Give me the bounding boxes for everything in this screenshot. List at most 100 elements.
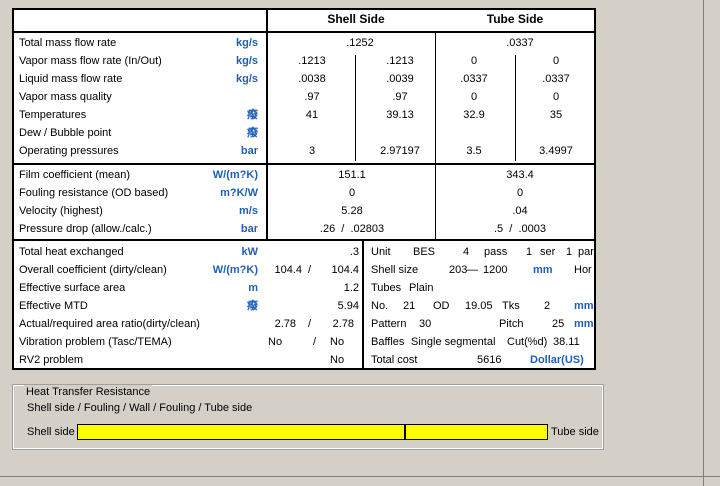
- total-heat-value: .3: [349, 246, 359, 258]
- total-heat-unit: kW: [241, 246, 259, 258]
- shell-side-header: Shell Side: [327, 12, 385, 26]
- surface-area-value: 1.2: [343, 282, 359, 294]
- shell-value: 5.28: [341, 205, 363, 217]
- row-unit: 癈: [247, 109, 258, 121]
- tube-inout-divider: [515, 55, 516, 161]
- window-edge: [703, 0, 704, 486]
- rv2-value: No: [330, 354, 345, 366]
- label-column-divider: [266, 10, 268, 239]
- row-label: Film coefficient (mean): [19, 169, 131, 181]
- tube-outlet-value: 0: [552, 91, 560, 103]
- unit-type: BES: [413, 246, 436, 258]
- row-unit: kg/s: [235, 55, 258, 67]
- shell-outlet-value: .1213: [386, 55, 414, 67]
- results-table: [12, 8, 596, 370]
- overall-coefficient-dirty: 104.4: [274, 264, 302, 276]
- mtd-value: 5.94: [337, 300, 359, 312]
- shell-diameter: 203: [449, 264, 468, 276]
- pattern-value: 30: [419, 318, 432, 330]
- pitch-value: 25: [552, 318, 565, 330]
- overall-coefficient-label: Overall coefficient (dirty/clean): [19, 264, 167, 276]
- tube-value: .0337: [506, 37, 534, 49]
- row-label: Pressure drop (allow./calc.): [19, 223, 152, 235]
- area-ratio-clean: 2.78: [332, 318, 354, 330]
- shell-value: 151.1: [338, 169, 366, 181]
- unit-label: Unit: [371, 246, 391, 258]
- tubes-label: Tubes: [371, 282, 402, 294]
- row-label: Dew / Bubble point: [19, 127, 112, 139]
- area-ratio-label: Actual/required area ratio(dirty/clean): [19, 318, 200, 330]
- header-divider: [12, 31, 596, 33]
- tube-inlet-value: 0: [470, 91, 478, 103]
- shell-size-dash: —: [467, 264, 478, 276]
- shell-outlet-value: .0039: [386, 73, 414, 85]
- row-unit: m?K/W: [220, 187, 258, 199]
- tube-outlet-value: .0337: [542, 73, 570, 85]
- row-unit: 癈: [247, 127, 258, 139]
- pattern-label: Pattern: [371, 318, 407, 330]
- row-label: Operating pressures: [19, 145, 119, 157]
- tube-number: 21: [403, 300, 416, 312]
- pitch-label: Pitch: [499, 318, 524, 330]
- row-label: Total mass flow rate: [19, 37, 117, 49]
- tubes-type: Plain: [409, 282, 434, 294]
- resistance-subtitle: Shell side / Fouling / Wall / Fouling / …: [27, 402, 253, 414]
- vibration-label: Vibration problem (Tasc/TEMA): [19, 336, 172, 348]
- shell-side-label: Shell side: [27, 426, 75, 438]
- area-ratio-dirty: 2.78: [274, 318, 296, 330]
- section3-divider: [362, 241, 364, 368]
- shell-length: 1200: [483, 264, 508, 276]
- par-count: 1: [566, 246, 573, 258]
- tube-value: 343.4: [506, 169, 534, 181]
- tube-value: 0: [516, 187, 524, 199]
- row-unit: bar: [240, 145, 258, 157]
- window-bottom-edge: [0, 476, 720, 477]
- vibration-separator: /: [313, 336, 317, 348]
- tube-inlet-value: .0337: [460, 73, 488, 85]
- tube-inlet-value: 32.9: [463, 109, 485, 121]
- shell-size-unit: mm: [533, 264, 553, 276]
- shell-outlet-value: 39.13: [386, 109, 414, 121]
- tube-outlet-value: 0: [552, 55, 560, 67]
- overall-coefficient-unit: W/(m?K): [212, 264, 258, 276]
- shell-inlet-value: .97: [304, 91, 320, 103]
- shell-tube-divider: [435, 33, 436, 239]
- section2-divider: [12, 239, 596, 241]
- row-label: Velocity (highest): [19, 205, 103, 217]
- rv2-label: RV2 problem: [19, 354, 83, 366]
- shell-inlet-value: .1213: [298, 55, 326, 67]
- heat-transfer-resistance-group: [12, 384, 604, 450]
- tube-side-header: Tube Side: [486, 12, 544, 26]
- tube-outlet-value: 3.4997: [539, 145, 573, 157]
- pitch-unit: mm: [574, 318, 594, 330]
- pass-label: pass: [484, 246, 508, 258]
- total-cost-label: Total cost: [371, 354, 418, 366]
- tube-side-resistance-bar: [404, 424, 548, 440]
- row-unit: kg/s: [235, 73, 258, 85]
- od-label: OD: [433, 300, 450, 312]
- shell-value: 0: [348, 187, 356, 199]
- tube-side-label: Tube side: [551, 426, 599, 438]
- total-heat-label: Total heat exchanged: [19, 246, 124, 258]
- row-label: Temperatures: [19, 109, 87, 121]
- shell-inlet-value: .0038: [298, 73, 326, 85]
- row-label: Vapor mass flow rate (In/Out): [19, 55, 162, 67]
- shell-outlet-value: 2.97197: [380, 145, 420, 157]
- row-unit: bar: [240, 223, 258, 235]
- ser-count: 1: [526, 246, 533, 258]
- shell-size-label: Shell size: [371, 264, 419, 276]
- row-unit: W/(m?K): [212, 169, 258, 181]
- tks-value: 2: [544, 300, 551, 312]
- row-unit: kg/s: [235, 37, 258, 49]
- vibration-tasc: No: [268, 336, 283, 348]
- overall-coefficient-separator: /: [308, 264, 312, 276]
- par-label: par: [578, 246, 594, 258]
- row-label: Fouling resistance (OD based): [19, 187, 169, 199]
- ser-label: ser: [540, 246, 556, 258]
- pass-count: 4: [463, 246, 470, 258]
- tube-dim-unit: mm: [574, 300, 594, 312]
- shell-inlet-value: 41: [305, 109, 319, 121]
- shell-value: .1252: [346, 37, 374, 49]
- baffles-label: Baffles: [371, 336, 405, 348]
- row-label: Liquid mass flow rate: [19, 73, 123, 85]
